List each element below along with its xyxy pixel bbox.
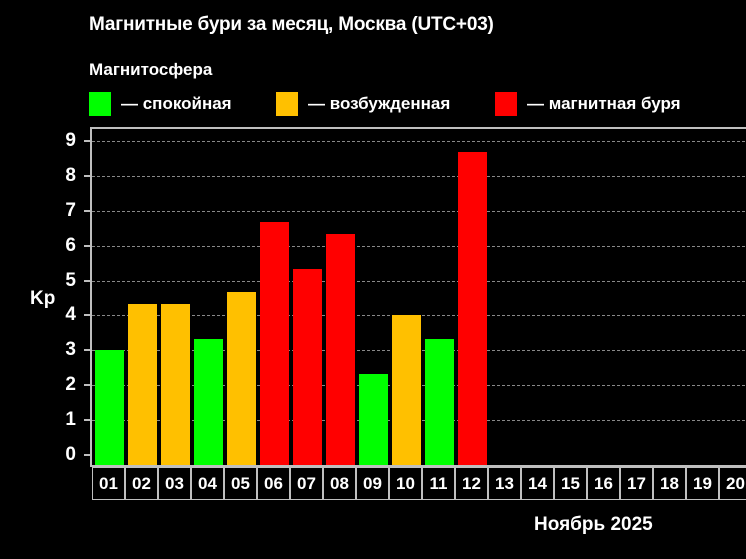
legend-item-calm: — спокойная <box>89 92 232 116</box>
x-tick-label: 15 <box>554 467 587 500</box>
bar-06 <box>260 222 289 465</box>
x-tick-label: 16 <box>587 467 620 500</box>
bar-07 <box>293 268 322 465</box>
legend: — спокойная — возбужденная — магнитная б… <box>89 92 746 118</box>
y-tick-mark <box>84 419 90 422</box>
excited-swatch-icon <box>276 92 298 116</box>
y-tick-label: 4 <box>65 304 76 326</box>
chart-title: Магнитные бури за месяц, Москва (UTC+03) <box>89 14 494 35</box>
gridline <box>92 140 746 142</box>
x-tick-label: 18 <box>653 467 686 500</box>
y-tick-mark <box>84 174 90 177</box>
storm-swatch-icon <box>495 92 517 116</box>
x-tick-label: 19 <box>686 467 719 500</box>
bar-10 <box>392 315 421 465</box>
calm-swatch-icon <box>89 92 111 116</box>
x-tick-label: 03 <box>158 467 191 500</box>
y-tick-label: 3 <box>65 339 76 361</box>
gridline <box>92 175 746 177</box>
y-tick-mark <box>84 314 90 317</box>
y-tick-label: 7 <box>65 199 76 221</box>
y-tick-label: 6 <box>65 234 76 256</box>
bar-04 <box>194 338 223 465</box>
x-tick-label: 08 <box>323 467 356 500</box>
y-tick-label: 2 <box>65 374 76 396</box>
legend-label: — магнитная буря <box>527 94 681 113</box>
legend-label: — возбужденная <box>308 94 451 113</box>
gridline <box>92 245 746 247</box>
x-tick-label: 20 <box>719 467 746 500</box>
x-tick-label: 09 <box>356 467 389 500</box>
x-tick-label: 02 <box>125 467 158 500</box>
y-tick-mark <box>84 209 90 212</box>
legend-item-storm: — магнитная буря <box>495 92 681 116</box>
bar-08 <box>326 234 355 465</box>
bar-09 <box>359 373 388 465</box>
x-tick-label: 17 <box>620 467 653 500</box>
gridline <box>92 280 746 282</box>
bar-05 <box>227 292 256 465</box>
plot-area <box>90 127 746 467</box>
y-tick-mark <box>84 139 90 142</box>
bar-12 <box>458 152 487 465</box>
y-axis-label: Kp <box>30 288 56 309</box>
x-axis-label: Ноябрь 2025 <box>534 514 653 535</box>
gridline <box>92 210 746 212</box>
y-tick-mark <box>84 349 90 352</box>
y-tick-label: 1 <box>65 409 76 431</box>
y-tick-label: 5 <box>65 269 76 291</box>
y-tick-label: 8 <box>65 164 76 186</box>
legend-item-excited: — возбужденная <box>276 92 450 116</box>
y-tick-label: 0 <box>65 444 76 465</box>
y-tick-mark <box>84 384 90 387</box>
bar-03 <box>161 303 190 465</box>
bar-01 <box>95 350 124 465</box>
x-tick-label: 11 <box>422 467 455 500</box>
x-tick-label: 13 <box>488 467 521 500</box>
x-tick-label: 07 <box>290 467 323 500</box>
x-tick-label: 10 <box>389 467 422 500</box>
x-tick-label: 05 <box>224 467 257 500</box>
y-tick-label: 9 <box>65 129 76 151</box>
x-tick-label: 06 <box>257 467 290 500</box>
y-tick-mark <box>84 244 90 247</box>
x-tick-label: 12 <box>455 467 488 500</box>
y-tick-mark <box>84 279 90 282</box>
x-tick-label: 01 <box>92 467 125 500</box>
y-tick-mark <box>84 454 90 456</box>
bar-02 <box>128 303 157 465</box>
legend-label: — спокойная <box>121 94 232 113</box>
x-tick-label: 04 <box>191 467 224 500</box>
chart-subtitle: Магнитосфера <box>89 60 213 79</box>
bar-11 <box>425 338 454 465</box>
x-tick-label: 14 <box>521 467 554 500</box>
